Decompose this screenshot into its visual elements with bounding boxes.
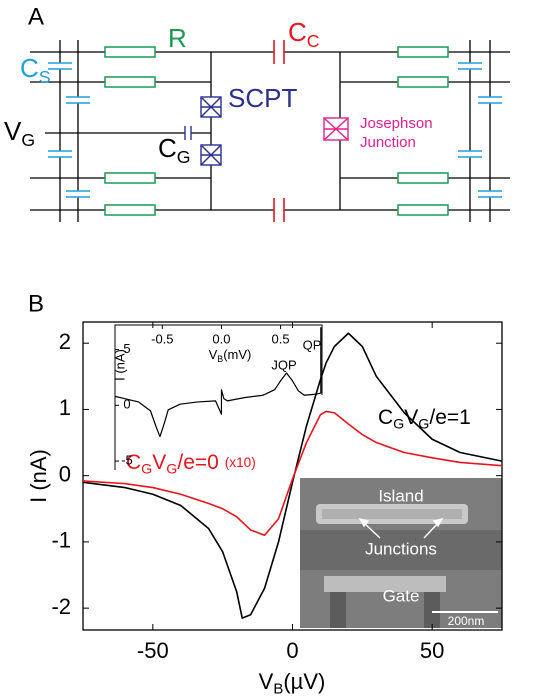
y-tick-label: -2: [51, 594, 71, 619]
inset-y-tick-label: -5: [121, 453, 133, 468]
inset-x-axis-label: VB(mV): [209, 347, 252, 364]
inset-y-tick-label: 0: [123, 397, 130, 412]
image-label: Gate: [383, 586, 420, 605]
gate-voltage-label: VG: [4, 116, 35, 150]
label-part: S: [39, 66, 51, 86]
scpt: [184, 96, 222, 166]
label-part: V: [152, 451, 166, 474]
label-part: G: [166, 461, 177, 477]
inset-x-tick-label: 0.5: [272, 331, 290, 346]
inset-annotation: QP: [303, 337, 322, 352]
label-part: /e=0: [177, 451, 224, 474]
coupling-capacitors: [273, 40, 285, 222]
junction-label: Junction: [360, 134, 416, 151]
label-part: V: [404, 406, 418, 429]
resistors: [104, 46, 449, 216]
inset-annotation: JQP: [271, 357, 296, 372]
label-part: G: [393, 416, 404, 432]
shunt-cap-label: CS: [20, 53, 51, 87]
y-tick-label: -1: [51, 528, 71, 553]
label-part: G: [141, 461, 152, 477]
label-part: G: [418, 416, 429, 432]
legend-label: CGVG/e=1: [378, 406, 471, 433]
label-part: C: [378, 406, 393, 429]
josephson-junction: [323, 117, 349, 141]
sem-image: [300, 478, 502, 628]
label-part: V: [259, 669, 274, 694]
label-part: G: [21, 129, 35, 149]
image-label: Junctions: [365, 539, 437, 558]
label-part: G: [177, 146, 191, 166]
data-line: [82, 410, 503, 537]
device-label: SCPT: [228, 83, 297, 113]
inset-x-tick-label: -0.5: [151, 331, 173, 346]
junction-label: Josephson: [360, 115, 433, 132]
x-tick-label: 0: [286, 638, 298, 663]
label-part: C: [307, 30, 320, 50]
label-part: /e=1: [429, 406, 470, 429]
x-axis-label: VB(µV): [259, 669, 326, 698]
image-label: Island: [378, 486, 423, 505]
y-tick-label: 1: [59, 395, 71, 420]
inset-frame: [114, 324, 323, 470]
label-part: V: [209, 347, 218, 362]
scale-bar-label: 200nm: [448, 614, 485, 628]
label-part: C: [158, 133, 177, 163]
coupling-cap-label: CC: [288, 17, 320, 51]
label-part: (x10): [225, 455, 256, 470]
label-part: C: [20, 53, 39, 83]
inset-y-tick-label: 5: [123, 341, 130, 356]
inset-y-axis-label: I (nA): [112, 349, 127, 381]
label-part: C: [126, 451, 141, 474]
label-part: (mV): [223, 347, 251, 362]
panel-label: A: [28, 3, 44, 30]
legend-label: CGVG/e=0 (x10): [126, 451, 256, 478]
label-part: B: [217, 354, 223, 364]
inset-x-tick-label: 0.0: [212, 331, 230, 346]
data-line: [82, 332, 503, 619]
shunt-capacitors: [48, 62, 502, 198]
label-part: C: [288, 17, 307, 47]
x-tick-label: 50: [420, 638, 444, 663]
label-part: V: [4, 116, 22, 146]
gate-cap-label: CG: [158, 133, 191, 167]
x-tick-label: -50: [137, 638, 169, 663]
y-tick-label: 0: [59, 461, 71, 486]
circuit-wires: [30, 40, 510, 222]
y-axis-label: I (nA): [26, 449, 51, 503]
label-part: B: [273, 681, 283, 698]
y-tick-label: 2: [59, 329, 71, 354]
label-part: (µV): [283, 669, 325, 694]
panel-label: B: [28, 290, 44, 317]
resistor-label: R: [168, 23, 187, 53]
data-line: [114, 327, 322, 438]
